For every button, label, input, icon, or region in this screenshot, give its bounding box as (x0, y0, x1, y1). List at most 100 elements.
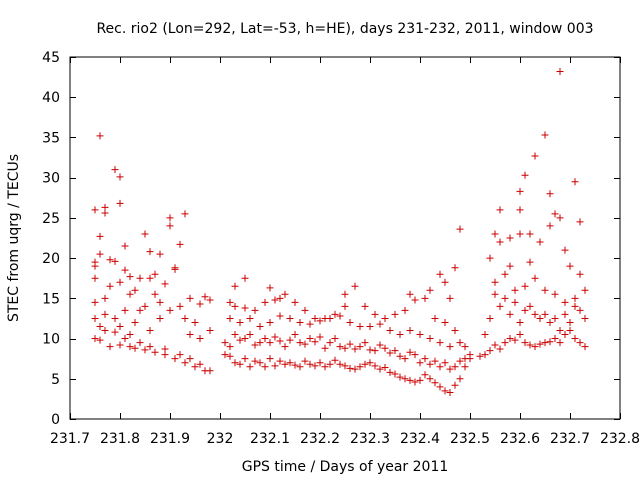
data-point (531, 343, 539, 351)
data-point (151, 270, 159, 278)
data-point (371, 362, 379, 370)
data-point (261, 363, 269, 371)
data-point (396, 373, 404, 381)
data-point (306, 360, 314, 368)
data-point (361, 360, 369, 368)
data-point (446, 343, 454, 351)
data-point (456, 225, 464, 233)
data-point (226, 314, 234, 322)
data-point (201, 293, 209, 301)
data-point (551, 335, 559, 343)
data-point (121, 242, 129, 250)
data-point (401, 306, 409, 314)
y-tick-labels: 0 5 10 15 20 25 30 35 40 45 (42, 50, 60, 428)
data-point (541, 339, 549, 347)
chart-title: Rec. rio2 (Lon=292, Lat=-53, h=HE), days… (96, 21, 593, 37)
data-point (336, 312, 344, 320)
data-point (121, 266, 129, 274)
data-point (161, 345, 169, 353)
data-point (506, 262, 514, 270)
data-point (271, 333, 279, 341)
data-point (491, 341, 499, 349)
data-point (561, 246, 569, 254)
x-tick-label: 232.7 (550, 431, 590, 447)
data-point (226, 343, 234, 351)
data-point (376, 365, 384, 373)
data-point (206, 367, 214, 375)
data-point (311, 338, 319, 346)
data-point (106, 256, 114, 264)
data-point (546, 338, 554, 346)
data-point (491, 290, 499, 298)
data-point (391, 347, 399, 355)
x-tick-labels: 231.7 231.8 231.9 232 232.1 232.2 232.3 232.4 23… (50, 431, 640, 447)
data-point (146, 274, 154, 282)
data-point (516, 318, 524, 326)
data-point (146, 248, 154, 256)
data-point (156, 250, 164, 258)
data-point (451, 327, 459, 335)
data-point (546, 318, 554, 326)
data-point (126, 331, 134, 339)
data-point (496, 206, 504, 214)
x-tick-label: 232.4 (400, 431, 440, 447)
y-tick-label: 45 (42, 50, 60, 66)
data-point (236, 336, 244, 344)
data-point (146, 343, 154, 351)
data-point (326, 339, 334, 347)
data-point (266, 284, 274, 292)
data-point (171, 265, 179, 273)
data-point (346, 364, 354, 372)
data-point (131, 318, 139, 326)
data-point (431, 379, 439, 387)
data-point (546, 222, 554, 230)
data-point (381, 344, 389, 352)
data-point (331, 310, 339, 318)
y-tick-label: 35 (42, 130, 60, 146)
data-point (441, 387, 449, 395)
data-point (441, 278, 449, 286)
data-point (266, 355, 274, 363)
data-point (296, 363, 304, 371)
data-point (126, 343, 134, 351)
data-point (171, 355, 179, 363)
data-point (386, 327, 394, 335)
data-point (231, 302, 239, 310)
data-point (261, 298, 269, 306)
data-point (341, 302, 349, 310)
data-point (146, 327, 154, 335)
y-tick-label: 20 (42, 251, 60, 267)
data-point (421, 371, 429, 379)
data-point (296, 339, 304, 347)
data-point (406, 327, 414, 335)
y-tick-label: 25 (42, 211, 60, 227)
data-point (576, 270, 584, 278)
data-point (276, 337, 284, 345)
data-point (291, 361, 299, 369)
data-point (451, 264, 459, 272)
data-point (556, 339, 564, 347)
data-point (576, 306, 584, 314)
data-point (91, 314, 99, 322)
data-point (296, 318, 304, 326)
data-point (316, 333, 324, 341)
data-point (446, 294, 454, 302)
data-point (251, 306, 259, 314)
data-point (301, 306, 309, 314)
data-point (181, 359, 189, 367)
data-point (276, 312, 284, 320)
data-point (501, 294, 509, 302)
data-point (311, 362, 319, 370)
data-point (451, 363, 459, 371)
data-point (266, 318, 274, 326)
data-point (221, 339, 229, 347)
x-tick-label: 232.2 (300, 431, 340, 447)
data-point (181, 210, 189, 218)
data-point (121, 306, 129, 314)
data-point (546, 190, 554, 198)
data-point (206, 296, 214, 304)
data-point (411, 296, 419, 304)
data-point (561, 310, 569, 318)
data-point (581, 286, 589, 294)
data-point (156, 314, 164, 322)
